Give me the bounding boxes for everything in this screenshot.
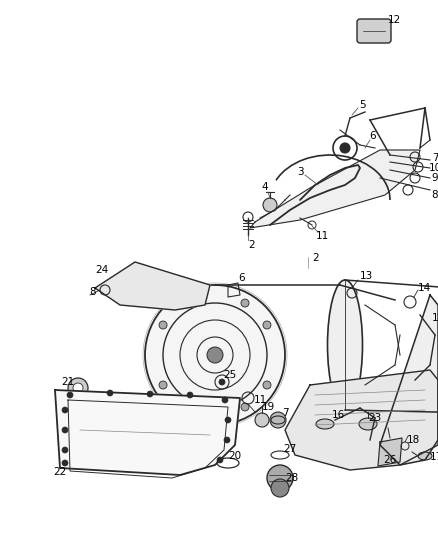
- Text: 8: 8: [432, 190, 438, 200]
- Circle shape: [62, 407, 68, 413]
- Circle shape: [255, 413, 269, 427]
- Circle shape: [159, 381, 167, 389]
- Text: 7: 7: [282, 408, 288, 418]
- Circle shape: [145, 285, 285, 425]
- Circle shape: [181, 299, 189, 307]
- Polygon shape: [250, 150, 420, 228]
- Circle shape: [217, 457, 223, 463]
- Circle shape: [62, 447, 68, 453]
- Text: 24: 24: [95, 265, 109, 275]
- Circle shape: [68, 378, 88, 398]
- Ellipse shape: [418, 452, 432, 460]
- Text: 14: 14: [417, 283, 431, 293]
- Ellipse shape: [271, 416, 285, 424]
- Circle shape: [147, 391, 153, 397]
- Text: 19: 19: [261, 402, 275, 412]
- Circle shape: [159, 321, 167, 329]
- Text: 23: 23: [368, 413, 381, 423]
- Text: 22: 22: [53, 467, 67, 477]
- Text: 5: 5: [360, 100, 366, 110]
- Circle shape: [271, 479, 289, 497]
- Text: 20: 20: [229, 451, 242, 461]
- Circle shape: [263, 321, 271, 329]
- Circle shape: [241, 299, 249, 307]
- Text: 8: 8: [90, 287, 96, 297]
- Circle shape: [62, 427, 68, 433]
- Circle shape: [187, 392, 193, 398]
- Circle shape: [219, 379, 225, 385]
- Text: 13: 13: [359, 271, 373, 281]
- Text: 3: 3: [297, 167, 303, 177]
- Text: 15: 15: [431, 313, 438, 323]
- Ellipse shape: [316, 419, 334, 429]
- Text: 11: 11: [315, 231, 328, 241]
- Text: 28: 28: [286, 473, 299, 483]
- Text: 16: 16: [332, 410, 345, 420]
- Polygon shape: [380, 295, 438, 465]
- Text: 4: 4: [261, 182, 268, 192]
- Polygon shape: [378, 438, 402, 466]
- Ellipse shape: [328, 280, 363, 410]
- Text: 7: 7: [432, 153, 438, 163]
- Circle shape: [225, 417, 231, 423]
- Circle shape: [67, 392, 73, 398]
- Circle shape: [181, 403, 189, 411]
- Text: 27: 27: [283, 444, 297, 454]
- Text: 6: 6: [239, 273, 245, 283]
- Text: 2: 2: [313, 253, 319, 263]
- Circle shape: [107, 390, 113, 396]
- Text: 25: 25: [223, 370, 237, 380]
- Circle shape: [207, 347, 223, 363]
- Text: 17: 17: [429, 452, 438, 462]
- Circle shape: [267, 465, 293, 491]
- Text: 18: 18: [406, 435, 420, 445]
- FancyBboxPatch shape: [357, 19, 391, 43]
- Circle shape: [224, 437, 230, 443]
- Text: 26: 26: [383, 455, 397, 465]
- Ellipse shape: [359, 418, 377, 430]
- Text: 9: 9: [432, 173, 438, 183]
- Text: 10: 10: [428, 163, 438, 173]
- Circle shape: [241, 403, 249, 411]
- Circle shape: [340, 143, 350, 153]
- Circle shape: [62, 460, 68, 466]
- Text: 21: 21: [61, 377, 74, 387]
- Text: 12: 12: [387, 15, 401, 25]
- Text: 11: 11: [253, 395, 267, 405]
- Text: 2: 2: [249, 240, 255, 250]
- Circle shape: [270, 412, 286, 428]
- Circle shape: [222, 397, 228, 403]
- Text: 6: 6: [370, 131, 376, 141]
- Polygon shape: [285, 370, 438, 470]
- Circle shape: [263, 198, 277, 212]
- Polygon shape: [55, 390, 240, 475]
- Circle shape: [263, 381, 271, 389]
- Circle shape: [73, 383, 83, 393]
- Polygon shape: [95, 262, 210, 310]
